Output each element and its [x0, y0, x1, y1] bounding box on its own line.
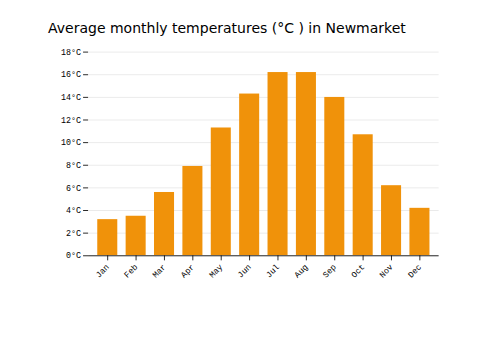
svg-text:May: May [208, 263, 226, 281]
svg-text:Oct: Oct [349, 263, 367, 281]
svg-text:0°C: 0°C [66, 251, 81, 261]
svg-text:14°C: 14°C [61, 93, 81, 103]
svg-text:2°C: 2°C [66, 229, 81, 239]
svg-text:4°C: 4°C [66, 206, 81, 216]
svg-text:Feb: Feb [122, 263, 140, 281]
svg-text:Apr: Apr [179, 263, 197, 281]
svg-text:16°C: 16°C [61, 70, 81, 80]
svg-text:Dec: Dec [406, 263, 424, 281]
svg-text:12°C: 12°C [61, 116, 81, 126]
html-text:Average monthly temperatures (: Average monthly temperatures (°C ) in Ne… [48, 20, 406, 36]
svg-text:Jan: Jan [94, 263, 112, 281]
svg-text:Jun: Jun [236, 263, 254, 281]
svg-text:6°C: 6°C [66, 184, 81, 194]
svg-text:10°C: 10°C [61, 138, 81, 148]
svg-text:Aug: Aug [293, 263, 311, 281]
svg-text:Jul: Jul [264, 263, 282, 281]
svg-text:Sep: Sep [321, 263, 339, 281]
svg-text:18°C: 18°C [61, 48, 81, 58]
svg-text:Mar: Mar [151, 263, 169, 281]
svg-text:8°C: 8°C [66, 161, 81, 171]
svg-text:Nov: Nov [378, 263, 396, 281]
